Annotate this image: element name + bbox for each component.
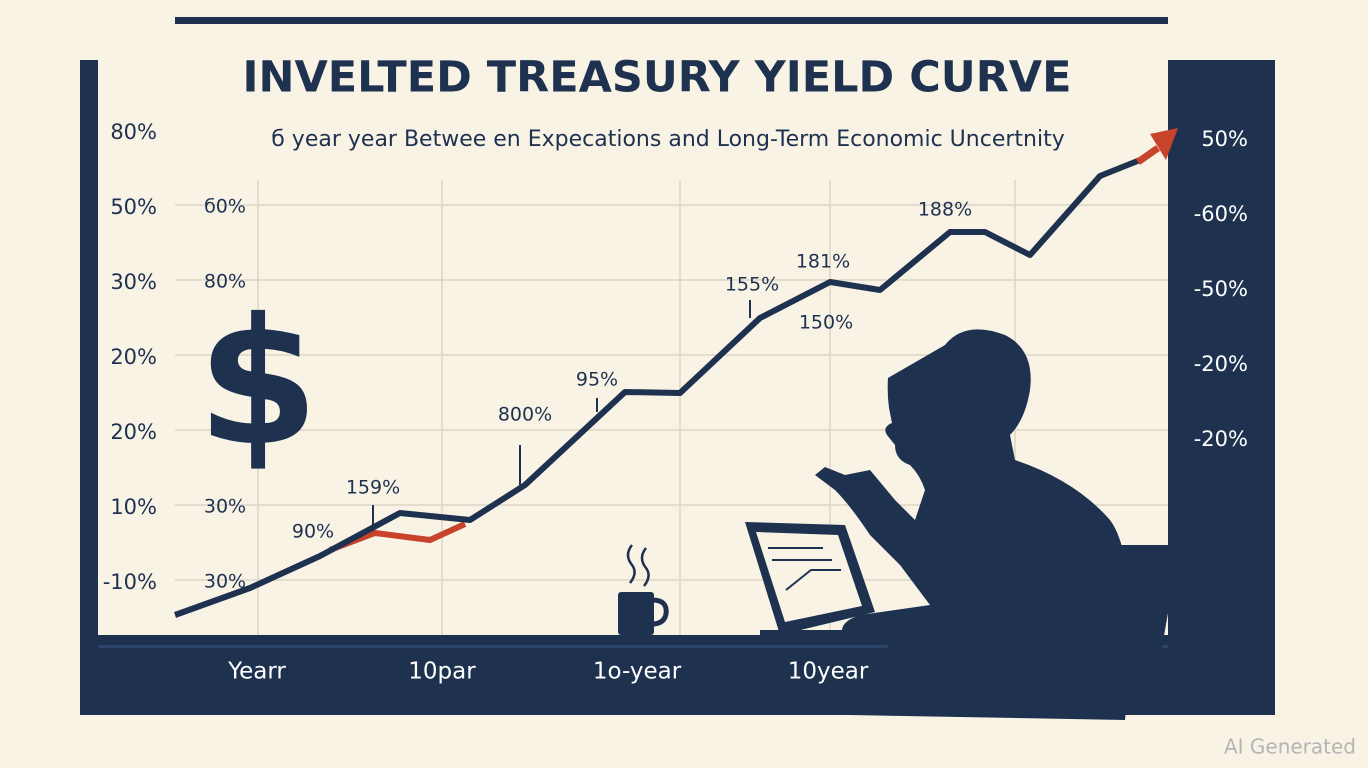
top-rule — [175, 17, 1168, 24]
person-at-laptop — [745, 329, 1180, 720]
bottom-stripe — [98, 645, 1168, 648]
annotation: 181% — [796, 251, 850, 273]
right-axis-label: -20% — [1194, 352, 1248, 376]
inner-label: 80% — [204, 271, 246, 293]
title: INVELTED TREASURY YIELD CURVE — [243, 53, 1072, 103]
x-label: Yearr — [227, 659, 286, 685]
x-label: 10par — [408, 659, 476, 685]
annotation: 90% — [292, 521, 334, 543]
inner-label: б0% — [204, 196, 246, 218]
left-axis-label: -10% — [103, 570, 157, 594]
right-axis-label: -50% — [1194, 277, 1248, 301]
right-axis-label: 50% — [1201, 127, 1248, 151]
left-axis-label: 10% — [110, 495, 157, 519]
watermark: AI Generated — [1224, 735, 1356, 759]
annotation: 159% — [346, 477, 400, 499]
right-panel — [1168, 60, 1275, 715]
left-axis-label: 80% — [110, 120, 157, 144]
annotation: 155% — [725, 274, 779, 296]
dollar-icon: $ — [197, 282, 319, 485]
annotation: 95% — [576, 369, 618, 391]
inner-label: 30% — [204, 571, 246, 593]
subtitle: б year year Betwee en Expecations and Lo… — [271, 127, 1064, 152]
x-label: 1o-year — [593, 659, 682, 685]
left-axis-label: 30% — [110, 270, 157, 294]
arrow-head — [1150, 128, 1178, 160]
left-axis-label: 20% — [110, 420, 157, 444]
inner-label: 30% — [204, 496, 246, 518]
yield-line — [173, 157, 1142, 618]
right-axis-label: -20% — [1194, 427, 1248, 451]
coffee-cup — [618, 544, 669, 635]
annotation: 188% — [918, 199, 972, 221]
left-axis-label: 50% — [110, 195, 157, 219]
annotation: 800% — [498, 404, 552, 426]
arrow-shaft — [1135, 145, 1161, 165]
annotation-ticks — [372, 300, 751, 525]
left-panel — [80, 60, 98, 715]
left-axis-label: 20% — [110, 345, 157, 369]
annotation: 150% — [799, 312, 853, 334]
right-axis-label: -60% — [1194, 202, 1248, 226]
x-label: 10year — [788, 659, 869, 685]
